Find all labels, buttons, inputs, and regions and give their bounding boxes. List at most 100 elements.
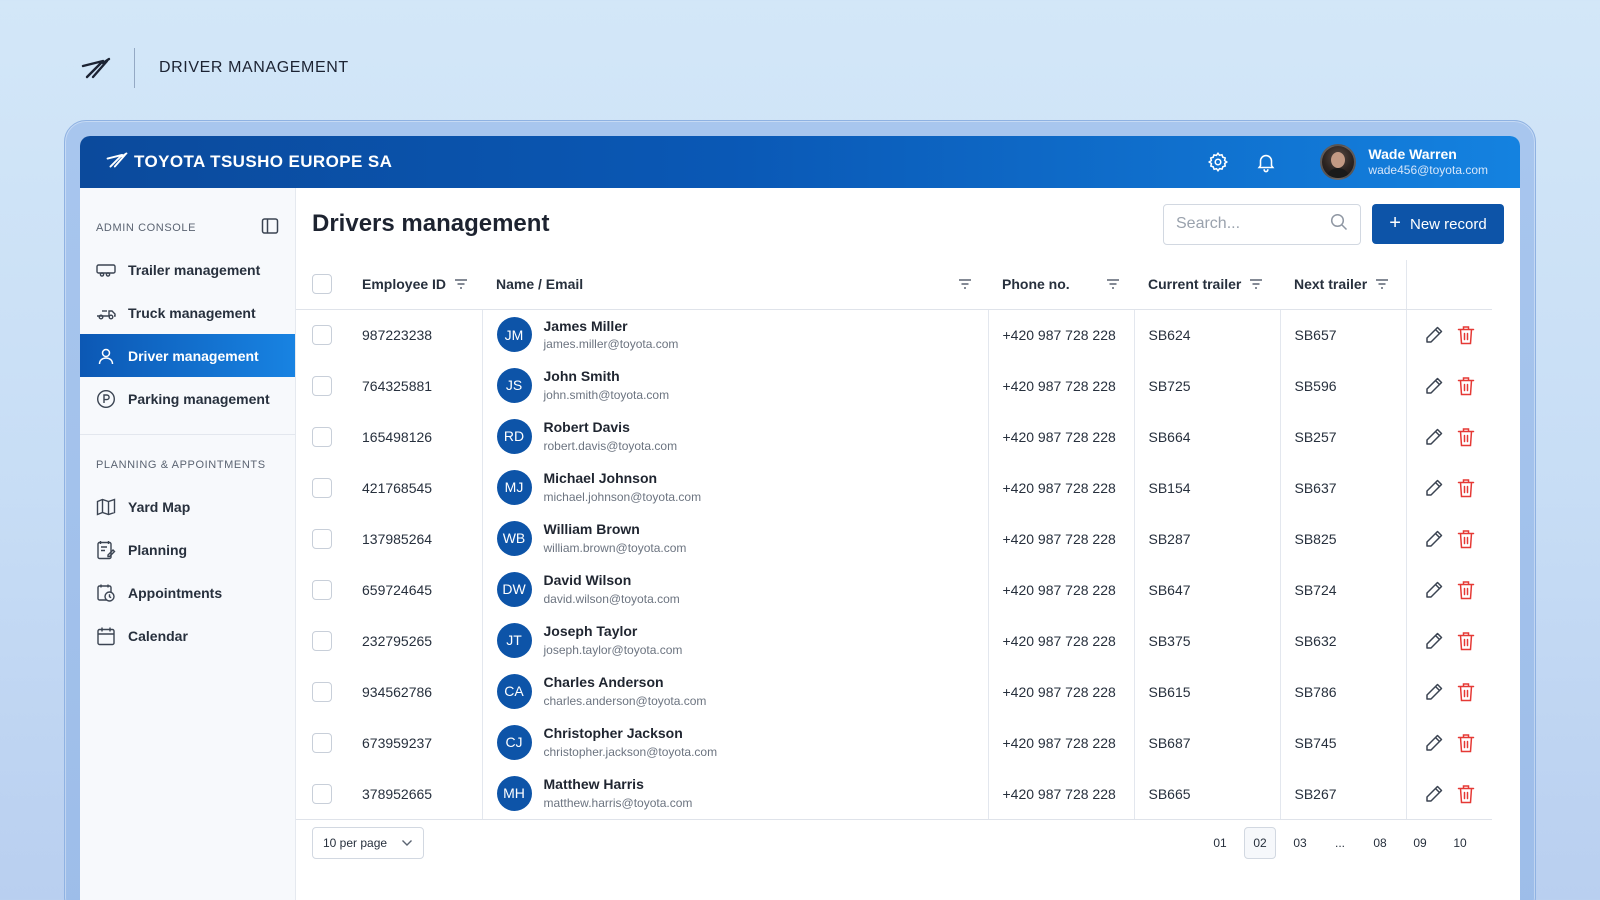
sidebar-item-calendar[interactable]: Calendar: [80, 614, 295, 657]
table-row[interactable]: 673959237 CJ Christopher Jackson christo…: [296, 717, 1492, 768]
current-trailer: SB665: [1148, 785, 1191, 802]
row-checkbox[interactable]: [312, 477, 332, 498]
row-checkbox[interactable]: [312, 732, 332, 753]
sidebar-item-truck[interactable]: Truck management: [80, 291, 295, 334]
row-checkbox[interactable]: [312, 324, 332, 345]
delete-icon[interactable]: [1455, 375, 1477, 397]
table-row[interactable]: 934562786 CA Charles Anderson charles.an…: [296, 666, 1492, 717]
per-page-select[interactable]: 10 per page: [312, 827, 424, 859]
filter-icon[interactable]: [1106, 278, 1120, 290]
edit-icon[interactable]: [1423, 579, 1445, 601]
employee-id: 934562786: [362, 683, 433, 700]
current-trailer: SB154: [1148, 479, 1191, 496]
row-checkbox[interactable]: [312, 375, 332, 396]
per-page-value: 10 per page: [323, 836, 388, 850]
delete-icon[interactable]: [1455, 528, 1477, 550]
edit-icon[interactable]: [1423, 477, 1445, 499]
table-row[interactable]: 764325881 JS John Smith john.smith@toyot…: [296, 360, 1492, 411]
search-input[interactable]: [1176, 215, 1330, 233]
avatar[interactable]: [1320, 144, 1357, 180]
delete-icon[interactable]: [1455, 324, 1477, 346]
table-row[interactable]: 137985264 WB William Brown william.brown…: [296, 513, 1492, 564]
sidebar-item-driver[interactable]: Driver management: [80, 334, 295, 377]
delete-icon[interactable]: [1455, 426, 1477, 448]
sidebar-item-label: Parking management: [128, 390, 270, 407]
edit-icon[interactable]: [1423, 528, 1445, 550]
header-label: Employee ID: [362, 276, 447, 293]
edit-icon[interactable]: [1423, 732, 1445, 754]
edit-icon[interactable]: [1423, 324, 1445, 346]
sidebar-item-trailer[interactable]: Trailer management: [80, 248, 295, 291]
next-trailer: SB657: [1294, 326, 1337, 343]
initials-avatar: JM: [496, 317, 532, 353]
delete-icon[interactable]: [1455, 630, 1477, 652]
next-trailer: SB825: [1294, 530, 1337, 547]
table-row[interactable]: 378952665 MH Matthew Harris matthew.harr…: [296, 768, 1492, 819]
top-strip: DRIVER MANAGEMENT: [80, 48, 349, 88]
sidebar-item-appointments[interactable]: Appointments: [80, 571, 295, 614]
search-box[interactable]: [1163, 203, 1361, 245]
edit-icon[interactable]: [1423, 783, 1445, 805]
sidebar-planning-list: Yard Map Planning Appointments Calendar: [80, 485, 295, 657]
table-row[interactable]: 165498126 RD Robert Davis robert.davis@t…: [296, 411, 1492, 462]
sidebar-item-label: Driver management: [128, 347, 259, 364]
initials-avatar: MH: [496, 775, 532, 811]
table-header-row: Employee ID Name / Email Phone no. Curre…: [296, 260, 1492, 310]
page-button[interactable]: 08: [1373, 836, 1387, 850]
sidebar-item-parking[interactable]: Parking management: [80, 377, 295, 420]
page-button[interactable]: 03: [1293, 836, 1307, 850]
bell-icon[interactable]: [1254, 150, 1278, 174]
current-trailer: SB615: [1148, 683, 1191, 700]
page-button[interactable]: 10: [1453, 836, 1467, 850]
delete-icon[interactable]: [1455, 783, 1477, 805]
gear-icon[interactable]: [1206, 150, 1230, 174]
search-icon[interactable]: [1330, 213, 1348, 236]
table-row[interactable]: 987223238 JM James Miller james.miller@t…: [296, 309, 1492, 360]
select-all-checkbox[interactable]: [312, 274, 332, 295]
filter-icon[interactable]: [454, 278, 468, 290]
section-title-planning: PLANNING & APPOINTMENTS: [96, 459, 266, 471]
edit-icon[interactable]: [1423, 681, 1445, 703]
name-email: Christopher Jackson christopher.jackson@…: [544, 724, 718, 760]
new-record-button[interactable]: + New record: [1372, 204, 1504, 244]
employee-id: 378952665: [362, 785, 433, 802]
delete-icon[interactable]: [1455, 681, 1477, 703]
row-checkbox[interactable]: [312, 579, 332, 600]
page-button[interactable]: 09: [1413, 836, 1427, 850]
current-trailer: SB725: [1148, 377, 1191, 394]
driver-email: joseph.taylor@toyota.com: [543, 642, 683, 657]
filter-icon[interactable]: [958, 278, 972, 290]
filter-icon[interactable]: [1375, 278, 1389, 290]
row-actions: [1407, 324, 1493, 346]
table-row[interactable]: 659724645 DW David Wilson david.wilson@t…: [296, 564, 1492, 615]
table-row[interactable]: 232795265 JT Joseph Taylor joseph.taylor…: [296, 615, 1492, 666]
user-profile[interactable]: Wade Warren wade456@toyota.com: [1320, 144, 1488, 180]
delete-icon[interactable]: [1455, 732, 1477, 754]
driver-name: Robert Davis: [543, 419, 630, 436]
name-email: Michael Johnson michael.johnson@toyota.c…: [544, 469, 702, 505]
sidebar-item-yard-map[interactable]: Yard Map: [80, 485, 295, 528]
employee-id: 673959237: [362, 734, 433, 751]
edit-icon[interactable]: [1423, 630, 1445, 652]
edit-icon[interactable]: [1423, 426, 1445, 448]
row-checkbox[interactable]: [312, 783, 332, 804]
delete-icon[interactable]: [1455, 477, 1477, 499]
driver-name: William Brown: [543, 521, 640, 538]
sidebar-item-planning[interactable]: Planning: [80, 528, 295, 571]
edit-icon[interactable]: [1423, 375, 1445, 397]
sidebar-item-label: Calendar: [128, 627, 188, 644]
page-button[interactable]: 02: [1244, 827, 1276, 859]
row-actions: [1407, 426, 1493, 448]
calendar-icon: [96, 626, 116, 646]
row-checkbox[interactable]: [312, 630, 332, 651]
table-row[interactable]: 421768545 MJ Michael Johnson michael.joh…: [296, 462, 1492, 513]
row-checkbox[interactable]: [312, 528, 332, 549]
sidebar-collapse-icon[interactable]: [261, 217, 279, 240]
row-checkbox[interactable]: [312, 426, 332, 447]
sidebar: ADMIN CONSOLE Trailer management Truck m…: [80, 188, 296, 900]
filter-icon[interactable]: [1249, 278, 1263, 290]
page-button[interactable]: 01: [1213, 836, 1227, 850]
row-checkbox[interactable]: [312, 681, 332, 702]
current-trailer: SB624: [1148, 326, 1191, 343]
delete-icon[interactable]: [1455, 579, 1477, 601]
